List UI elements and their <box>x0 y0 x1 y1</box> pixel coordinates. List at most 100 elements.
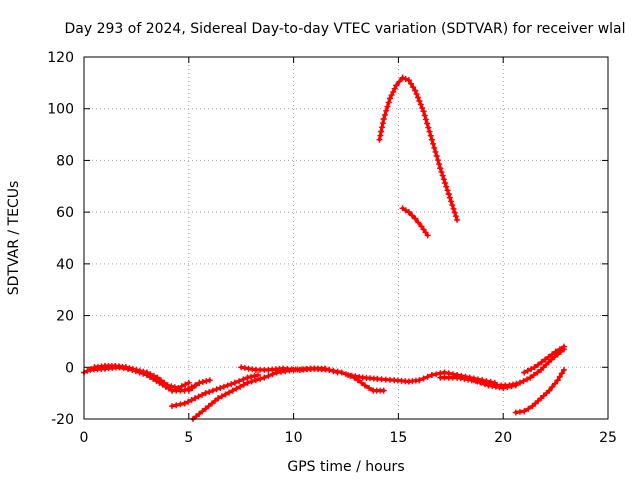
data-point-marker <box>212 397 218 404</box>
data-point-marker <box>439 172 446 179</box>
data-point-marker <box>556 373 563 380</box>
data-point-marker <box>388 92 395 99</box>
data-point-marker <box>478 379 485 386</box>
data-point-marker <box>376 136 383 143</box>
x-tick-labels: 0 5 10 15 20 25 <box>80 430 617 446</box>
data-point-marker <box>178 383 185 390</box>
data-point-marker <box>159 381 166 388</box>
data-point-marker <box>384 103 391 110</box>
y-tick-labels: -20 0 20 40 60 80 100 120 <box>47 50 74 428</box>
data-point-marker <box>380 387 387 394</box>
data-point-marker <box>185 379 192 386</box>
data-point-marker <box>185 387 192 394</box>
y-tick-label: -20 <box>51 412 74 428</box>
data-point-marker <box>129 366 136 373</box>
data-point-marker <box>206 377 213 384</box>
series-track-7 <box>345 369 498 386</box>
data-point-marker <box>154 374 161 381</box>
data-point-marker <box>261 374 268 381</box>
y-tick-label: 60 <box>56 205 74 221</box>
y-tick-label: 120 <box>47 50 74 66</box>
data-point-marker <box>442 180 449 186</box>
data-point-marker <box>558 370 565 377</box>
data-point-marker <box>441 369 448 376</box>
data-point-marker <box>257 375 264 382</box>
data-point-marker <box>391 85 398 92</box>
data-point-marker <box>438 168 445 175</box>
data-point-marker <box>448 198 455 205</box>
data-point-marker <box>330 367 337 374</box>
data-point-marker <box>182 381 189 388</box>
data-point-marker <box>437 165 444 172</box>
x-tick-label: 10 <box>285 430 303 446</box>
series-track-10 <box>521 343 567 376</box>
data-point-marker <box>188 397 195 403</box>
data-point-marker <box>419 104 426 111</box>
data-point-marker <box>192 382 199 389</box>
data-point-marker <box>195 393 202 400</box>
series-layer <box>81 74 567 422</box>
data-point-marker <box>150 375 157 382</box>
data-point-marker <box>520 378 527 385</box>
data-point-marker <box>542 356 549 363</box>
data-point-marker <box>393 82 400 89</box>
data-point-marker <box>531 364 538 371</box>
data-point-marker <box>525 405 532 412</box>
data-point-marker <box>156 379 163 386</box>
x-tick-label: 20 <box>494 430 512 446</box>
y-tick-label: 0 <box>65 360 74 376</box>
data-point-marker <box>428 372 435 378</box>
data-point-marker <box>220 383 227 390</box>
data-point-marker <box>237 383 244 390</box>
data-point-marker <box>383 107 390 114</box>
data-point-marker <box>399 205 406 212</box>
data-point-marker <box>196 410 203 417</box>
series-track-5 <box>185 377 213 394</box>
data-point-marker <box>390 88 397 95</box>
data-point-marker <box>209 387 216 394</box>
data-point-marker <box>377 132 384 139</box>
data-point-marker <box>417 101 424 108</box>
data-point-marker <box>424 120 431 127</box>
data-point-marker <box>454 216 461 223</box>
data-point-marker <box>546 387 553 394</box>
data-point-marker <box>229 387 236 394</box>
data-point-marker <box>202 405 209 412</box>
data-point-marker <box>449 202 456 209</box>
data-point-marker <box>153 377 160 384</box>
data-point-marker <box>202 390 209 397</box>
data-point-marker <box>165 385 172 392</box>
data-point-marker <box>451 209 458 216</box>
data-point-marker <box>226 389 233 396</box>
data-point-marker <box>380 116 387 123</box>
data-point-marker <box>432 148 439 155</box>
data-point-marker <box>361 382 368 389</box>
data-point-marker <box>334 368 341 375</box>
data-point-marker <box>224 382 231 389</box>
plot-frame <box>83 56 609 420</box>
data-point-marker <box>409 212 415 219</box>
data-point-marker <box>416 98 423 104</box>
data-point-marker <box>199 408 206 415</box>
data-point-marker <box>551 380 558 387</box>
x-axis-label: GPS time / hours <box>287 459 404 475</box>
data-point-marker <box>561 366 567 373</box>
series-line <box>191 367 340 421</box>
series-track-6 <box>238 364 387 394</box>
data-point-marker <box>413 91 420 98</box>
data-point-marker <box>120 365 127 372</box>
data-point-marker <box>387 95 393 102</box>
data-point-marker <box>244 379 251 386</box>
data-point-marker <box>248 378 255 385</box>
data-point-marker <box>358 379 365 386</box>
data-point-marker <box>143 372 150 378</box>
data-point-marker <box>125 366 131 372</box>
data-point-marker <box>561 343 567 350</box>
data-point-marker <box>181 400 188 407</box>
data-point-marker <box>527 374 534 381</box>
data-point-marker <box>512 382 519 389</box>
data-point-marker <box>228 381 235 388</box>
data-point-marker <box>379 120 386 127</box>
data-point-marker <box>405 77 412 84</box>
